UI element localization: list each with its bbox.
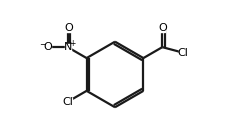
Bar — [65, 44, 71, 51]
Text: +: + — [69, 39, 75, 48]
Bar — [158, 24, 165, 32]
Bar — [44, 44, 51, 51]
Text: O: O — [43, 43, 52, 52]
Text: N: N — [64, 43, 72, 52]
Text: Cl: Cl — [177, 48, 187, 58]
Text: −: − — [39, 40, 45, 49]
Bar — [63, 98, 71, 106]
Text: O: O — [64, 23, 72, 33]
Text: O: O — [157, 23, 166, 33]
Text: Cl: Cl — [62, 97, 73, 107]
Bar — [65, 25, 71, 32]
Bar — [178, 49, 186, 56]
